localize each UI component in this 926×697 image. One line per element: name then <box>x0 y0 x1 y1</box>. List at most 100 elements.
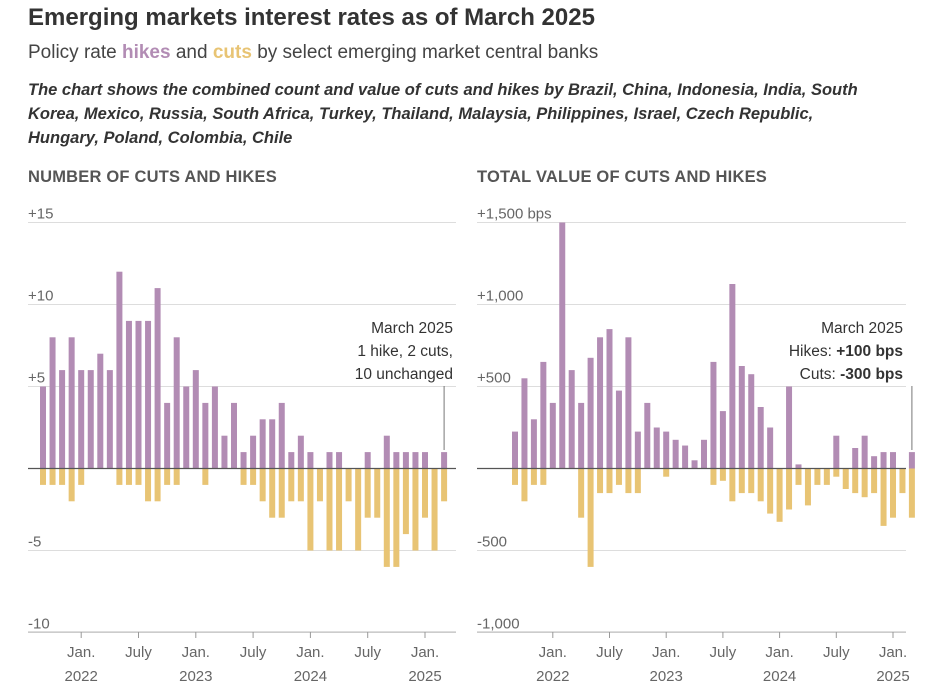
value-hikes-bar <box>549 402 556 469</box>
count-hikes-bar <box>78 370 85 469</box>
value-x-tick-label: Jan. <box>765 644 793 661</box>
count-hikes-bar <box>116 271 123 469</box>
value-cuts-bar <box>738 468 745 494</box>
count-cuts-bar <box>402 468 409 535</box>
value-cuts-bar <box>530 468 537 485</box>
value-hikes-bar <box>719 411 726 469</box>
value-hikes-bar <box>663 431 670 469</box>
count-x-tick-label: Jan. <box>296 644 324 661</box>
count-cuts-bar <box>326 468 333 551</box>
count-annotation-text: March 2025 <box>371 320 453 337</box>
value-x-tick-year: 2024 <box>763 668 796 685</box>
value-x-tick-label: July <box>823 644 850 661</box>
count-hikes-bar <box>250 435 257 469</box>
value-cuts-bar <box>890 468 896 518</box>
count-hikes-bar <box>364 452 371 469</box>
count-cuts-bar <box>374 468 381 518</box>
value-hikes-bar <box>615 390 622 469</box>
value-cuts-bar <box>578 468 585 518</box>
value-cuts-bar <box>795 468 802 485</box>
count-cuts-bar <box>393 468 400 567</box>
count-x-tick-label: Jan. <box>182 644 210 661</box>
right-panel-title: TOTAL VALUE OF CUTS AND HIKES <box>477 168 767 186</box>
value-x-tick-label: Jan. <box>539 644 567 661</box>
count-x-tick-label: July <box>125 644 152 661</box>
value-cuts-bar <box>512 468 518 485</box>
chart-description: The chart shows the combined count and v… <box>28 81 858 147</box>
value-cuts-bar <box>757 468 764 502</box>
value-hikes-bar <box>767 427 774 469</box>
count-hikes-bar <box>145 320 152 469</box>
count-cuts-bar <box>49 468 56 485</box>
value-hikes-bar <box>606 329 613 469</box>
count-hikes-bar <box>422 452 428 469</box>
value-hikes-bar <box>833 435 840 469</box>
count-cuts-bar <box>164 468 171 485</box>
count-hikes-bar <box>202 402 209 469</box>
value-hikes-bar <box>786 386 793 469</box>
count-annotation-text: 10 unchanged <box>355 366 453 383</box>
count-x-tick-year: 2025 <box>408 668 441 685</box>
count-y-tick-label: +10 <box>28 288 53 305</box>
count-x-tick-year: 2022 <box>65 668 98 685</box>
count-x-tick-year: 2024 <box>294 668 327 685</box>
count-hikes-bar <box>125 320 132 469</box>
value-cuts-bar <box>634 468 641 494</box>
value-y-tick-label: -1,000 <box>477 616 520 633</box>
value-cuts-bar <box>540 468 547 485</box>
count-cuts-bar <box>240 468 247 485</box>
count-cuts-bar <box>173 468 180 485</box>
count-cuts-bar <box>431 468 438 551</box>
left-panel-title: NUMBER OF CUTS AND HIKES <box>28 168 277 186</box>
value-x-tick-label: July <box>596 644 623 661</box>
count-hikes-bar <box>183 386 190 469</box>
count-x-tick-label: July <box>354 644 381 661</box>
count-cuts-bar <box>383 468 390 567</box>
count-hikes-bar <box>269 419 276 469</box>
count-annotation-text: 1 hike, 2 cuts, <box>357 343 453 360</box>
count-hikes-bar <box>326 452 333 469</box>
count-hikes-bar <box>164 402 171 469</box>
value-hikes-bar <box>625 337 632 469</box>
value-cuts-bar <box>606 468 613 494</box>
count-hikes-bar <box>59 370 66 469</box>
count-hikes-bar <box>402 452 409 469</box>
count-hikes-bar <box>336 452 343 469</box>
value-cuts-bar <box>786 468 793 510</box>
value-hikes-bar <box>710 361 717 469</box>
count-cuts-bar <box>422 468 428 518</box>
subtitle-cuts-keyword: cuts <box>212 42 252 63</box>
value-hikes-bar <box>530 419 537 469</box>
subtitle-prefix: Policy rate <box>28 42 122 63</box>
value-hikes-bar <box>795 464 802 469</box>
chart-subtitle: Policy rate hikes and cuts by select eme… <box>28 42 598 64</box>
value-cuts-bar <box>710 468 717 485</box>
value-hikes-bar <box>682 445 689 469</box>
count-cuts-bar <box>259 468 266 502</box>
count-hikes-bar <box>259 419 266 469</box>
value-cuts-bar <box>776 468 783 522</box>
count-y-tick-label: +15 <box>28 206 53 223</box>
value-annotation-value: -300 bps <box>840 366 903 383</box>
value-cuts-bar <box>597 468 604 494</box>
value-hikes-bar <box>880 452 887 469</box>
count-hikes-bar <box>278 402 285 469</box>
count-cuts-bar <box>135 468 142 485</box>
value-hikes-bar <box>644 402 651 469</box>
value-annotation-text: Cuts: -300 bps <box>800 366 903 383</box>
value-hikes-bar <box>890 452 896 469</box>
count-hikes-bar <box>49 337 56 469</box>
value-hikes-bar <box>748 374 755 469</box>
count-x-tick-year: 2023 <box>179 668 212 685</box>
value-hikes-bar <box>559 222 566 469</box>
value-cuts-bar <box>767 468 774 514</box>
value-hikes-bar <box>672 439 679 469</box>
count-cuts-bar <box>68 468 75 502</box>
value-hikes-bar <box>597 337 604 469</box>
count-cuts-bar <box>269 468 276 518</box>
count-x-tick-label: July <box>240 644 267 661</box>
count-cuts-bar <box>364 468 371 518</box>
count-cuts-bar <box>441 468 448 502</box>
value-cuts-bar <box>814 468 821 485</box>
